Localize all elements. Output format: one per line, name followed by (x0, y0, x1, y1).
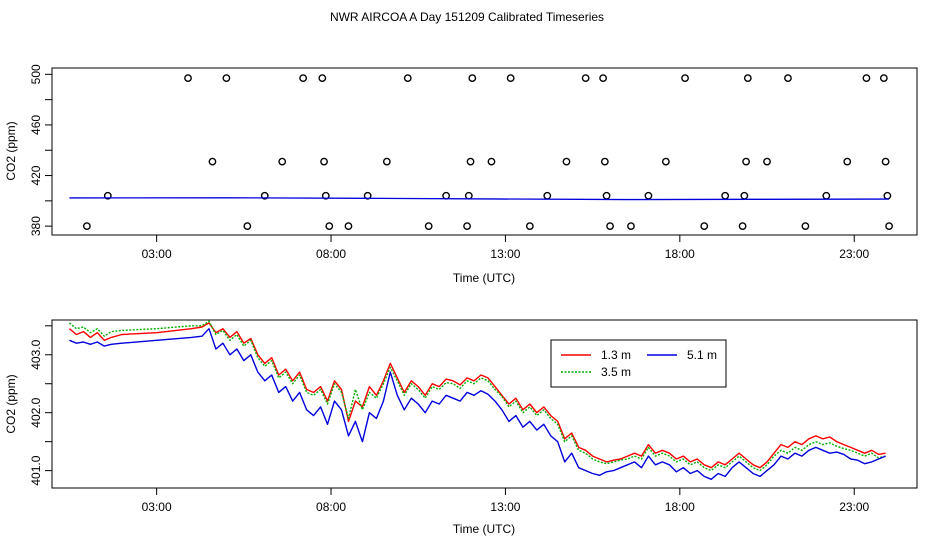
top-y-tick-label: 500 (29, 64, 43, 84)
top-x-tick-label: 18:00 (665, 247, 695, 261)
scatter-point (644, 191, 653, 200)
scatter-point (260, 191, 269, 200)
scatter-point (883, 191, 892, 200)
scatter-point (278, 157, 287, 166)
scatter-point (822, 191, 831, 200)
scatter-point (627, 222, 635, 231)
scatter-point (382, 157, 391, 166)
top-x-tick-label: 13:00 (490, 247, 520, 261)
top-x-tick-label: 03:00 (142, 247, 172, 261)
panel-bottom-lines: 401.0 402.0 403.0 03:00 08:00 13:00 18:00 23:0… (4, 319, 918, 536)
scatter-point (442, 191, 451, 200)
bottom-x-axis: 03:00 08:00 13:00 18:00 23:00 (142, 488, 870, 514)
scatter-point (763, 157, 771, 166)
bottom-y-axis-label: CO2 (ppm) (4, 374, 18, 433)
chart-title: NWR AIRCOA A Day 151209 Calibrated Times… (330, 10, 604, 24)
scatter-point (562, 157, 571, 166)
scatter-point (184, 74, 192, 83)
bottom-series-lines (68, 320, 886, 480)
top-scatter-points (82, 74, 893, 231)
scatter-point (325, 222, 334, 231)
scatter-point (801, 222, 810, 231)
scatter-point (464, 191, 473, 200)
scatter-point (606, 222, 614, 231)
bottom-x-tick-label: 08:00 (316, 500, 346, 514)
bottom-plot-frame (51, 319, 918, 489)
scatter-point (103, 191, 112, 200)
bottom-x-axis-label: Time (UTC) (453, 522, 515, 536)
legend: 1.3 m 5.1 m 3.5 m (550, 339, 727, 388)
scatter-point (403, 74, 412, 83)
scatter-point (299, 74, 308, 83)
scatter-point (700, 222, 709, 231)
series-line-1-3-m (68, 322, 886, 469)
scatter-point (879, 74, 888, 83)
legend-label-1-3m: 1.3 m (601, 348, 631, 362)
scatter-point (487, 157, 496, 166)
top-y-tick-label: 420 (29, 165, 43, 185)
mean-line (69, 197, 890, 201)
scatter-point (681, 74, 689, 83)
panel-top-scatter: 380 420 460 500 03:00 08:00 13:00 18:00 23:00 T… (4, 64, 918, 285)
scatter-point (318, 74, 327, 83)
bottom-y-tick-label: 402.0 (29, 397, 43, 427)
scatter-point (602, 191, 611, 200)
series-line-3-5-m (68, 320, 886, 472)
scatter-point (581, 74, 590, 83)
top-x-tick-label: 23:00 (839, 247, 869, 261)
scatter-point (222, 74, 231, 83)
scatter-point (466, 157, 475, 166)
top-mean-line (69, 197, 890, 201)
scatter-point (424, 222, 433, 231)
scatter-point (862, 74, 871, 83)
top-y-tick-label: 460 (29, 115, 43, 135)
top-plot-frame (51, 67, 918, 236)
top-x-tick-label: 08:00 (316, 247, 346, 261)
top-y-tick-label: 380 (29, 216, 43, 236)
scatter-point (82, 222, 91, 231)
top-x-axis: 03:00 08:00 13:00 18:00 23:00 (142, 235, 870, 261)
bottom-y-axis: 401.0 402.0 403.0 (29, 325, 52, 486)
scatter-point (721, 191, 730, 200)
scatter-point (599, 74, 607, 83)
bottom-x-tick-label: 03:00 (142, 500, 172, 514)
bottom-y-tick-label: 403.0 (29, 339, 43, 369)
scatter-point (463, 222, 471, 231)
scatter-point (208, 157, 217, 166)
top-y-axis-label: CO2 (ppm) (4, 121, 18, 180)
top-y-axis: 380 420 460 500 (29, 64, 52, 236)
scatter-point (320, 157, 328, 166)
scatter-point (742, 157, 750, 166)
scatter-point (321, 191, 330, 200)
bottom-x-tick-label: 23:00 (839, 500, 869, 514)
scatter-point (740, 191, 749, 200)
scatter-point (843, 157, 852, 166)
scatter-point (881, 157, 890, 166)
scatter-point (661, 157, 670, 166)
scatter-point (600, 157, 609, 166)
scatter-point (243, 222, 252, 231)
scatter-point (468, 74, 477, 83)
legend-box (550, 339, 727, 388)
bottom-x-tick-label: 18:00 (665, 500, 695, 514)
top-x-axis-label: Time (UTC) (453, 271, 515, 285)
scatter-point (506, 74, 515, 83)
scatter-point (344, 222, 353, 231)
legend-label-5-1m: 5.1 m (687, 348, 717, 362)
scatter-point (738, 222, 747, 231)
series-line-5-1-m (69, 328, 886, 480)
bottom-x-tick-label: 13:00 (490, 500, 520, 514)
scatter-point (784, 74, 792, 83)
scatter-point (743, 74, 752, 83)
legend-label-3-5m: 3.5 m (601, 365, 631, 379)
scatter-point (885, 222, 893, 231)
scatter-point (363, 191, 372, 200)
scatter-point (525, 222, 534, 231)
bottom-y-tick-label: 401.0 (29, 455, 43, 485)
scatter-point (543, 191, 552, 200)
